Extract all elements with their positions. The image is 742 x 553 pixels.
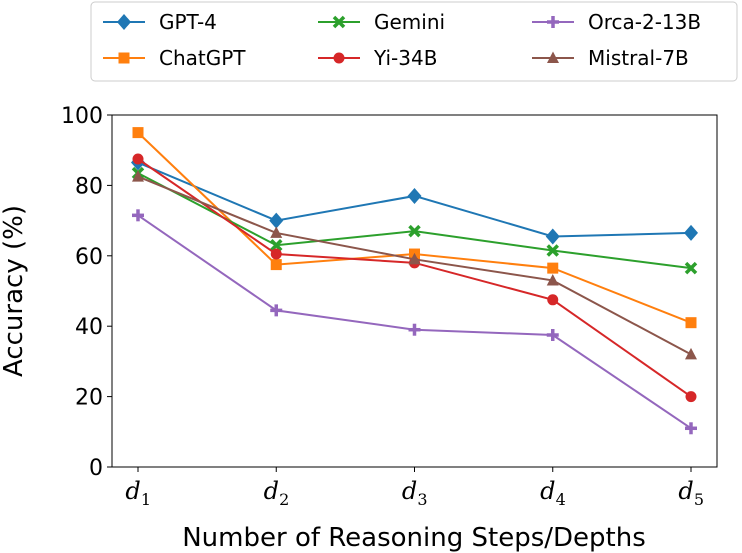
legend-label: Yi-34B (373, 46, 437, 70)
data-point (408, 252, 421, 265)
legend-label: Gemini (374, 10, 445, 34)
data-point-stroke-b (408, 224, 421, 238)
x-tick-subscript: 4 (556, 490, 566, 509)
x-tick-label: d (402, 477, 417, 505)
data-point-stroke-b (270, 239, 283, 252)
data-point (132, 209, 144, 222)
legend-marker (332, 15, 346, 29)
x-tick-subscript: 2 (279, 490, 289, 509)
x-tick-subscript: 5 (694, 490, 704, 509)
y-tick-label: 60 (75, 245, 103, 270)
data-point (408, 323, 421, 336)
data-point (270, 304, 283, 317)
legend-marker (117, 14, 131, 30)
data-point (547, 294, 559, 306)
data-point (407, 187, 422, 204)
data-point (546, 329, 559, 341)
x-tick-subscript: 1 (141, 490, 151, 509)
data-point (545, 228, 560, 245)
data-point (132, 127, 144, 139)
series-line (137, 131, 692, 324)
legend-label: Mistral-7B (588, 46, 689, 70)
legend-label: ChatGPT (159, 46, 246, 70)
data-point (684, 261, 698, 275)
data-point (547, 262, 559, 274)
plot-area (131, 127, 698, 435)
y-axis-title: Accuracy (%) (0, 205, 29, 377)
data-point (270, 239, 283, 252)
legend-label: GPT-4 (159, 10, 217, 34)
y-axis: 0 20 40 60 80 100 (61, 104, 112, 481)
legend-marker (547, 51, 559, 63)
series-mistral-7b (132, 170, 697, 360)
series-chatgpt (132, 127, 697, 329)
data-point (684, 224, 698, 241)
data-point (546, 244, 559, 257)
legend-marker (118, 52, 130, 64)
y-tick-label: 100 (61, 104, 103, 129)
y-tick-label: 20 (75, 386, 103, 411)
legend: GPT-4 ChatGPT Gemini Yi-34B Orca-2-13B Mistra… (103, 10, 701, 70)
x-tick-label: d (540, 477, 555, 505)
legend-entry: ChatGPT (103, 46, 246, 70)
legend-entry: GPT-4 (103, 10, 217, 34)
legend-label: Orca-2-13B (588, 10, 701, 34)
data-point (685, 391, 697, 403)
plot-frame (111, 114, 718, 468)
x-tick-label: d (678, 477, 693, 505)
data-point (546, 273, 559, 286)
y-tick-label: 0 (89, 456, 103, 481)
data-point (685, 422, 697, 435)
legend-entry: Mistral-7B (532, 46, 689, 70)
data-point (270, 226, 283, 238)
x-tick-subscript: 3 (417, 490, 427, 509)
y-tick-label: 80 (75, 174, 103, 199)
x-axis-title: Number of Reasoning Steps/Depths (182, 523, 646, 553)
data-point (269, 212, 284, 229)
x-tick-label: d (264, 477, 279, 505)
legend-marker-stroke-b (332, 15, 346, 29)
x-tick-label: d (125, 477, 140, 505)
data-point (408, 224, 421, 238)
data-point (270, 248, 282, 260)
legend-frame (90, 1, 738, 82)
legend-marker (547, 16, 559, 28)
data-point (685, 347, 697, 360)
legend-marker (333, 52, 345, 64)
y-tick-label: 40 (75, 315, 103, 340)
series-orca-2-13b (132, 209, 697, 435)
data-point-stroke-b (684, 261, 698, 275)
data-point (132, 153, 144, 165)
legend-entry: Yi-34B (318, 46, 437, 70)
data-point (270, 259, 282, 271)
legend-entry: Orca-2-13B (532, 10, 701, 34)
data-point (132, 170, 144, 182)
series-gpt-4 (131, 154, 698, 245)
data-point (685, 317, 697, 329)
series-line (137, 214, 692, 430)
legend-entry: Gemini (318, 10, 445, 34)
data-point-stroke-b (546, 244, 559, 257)
